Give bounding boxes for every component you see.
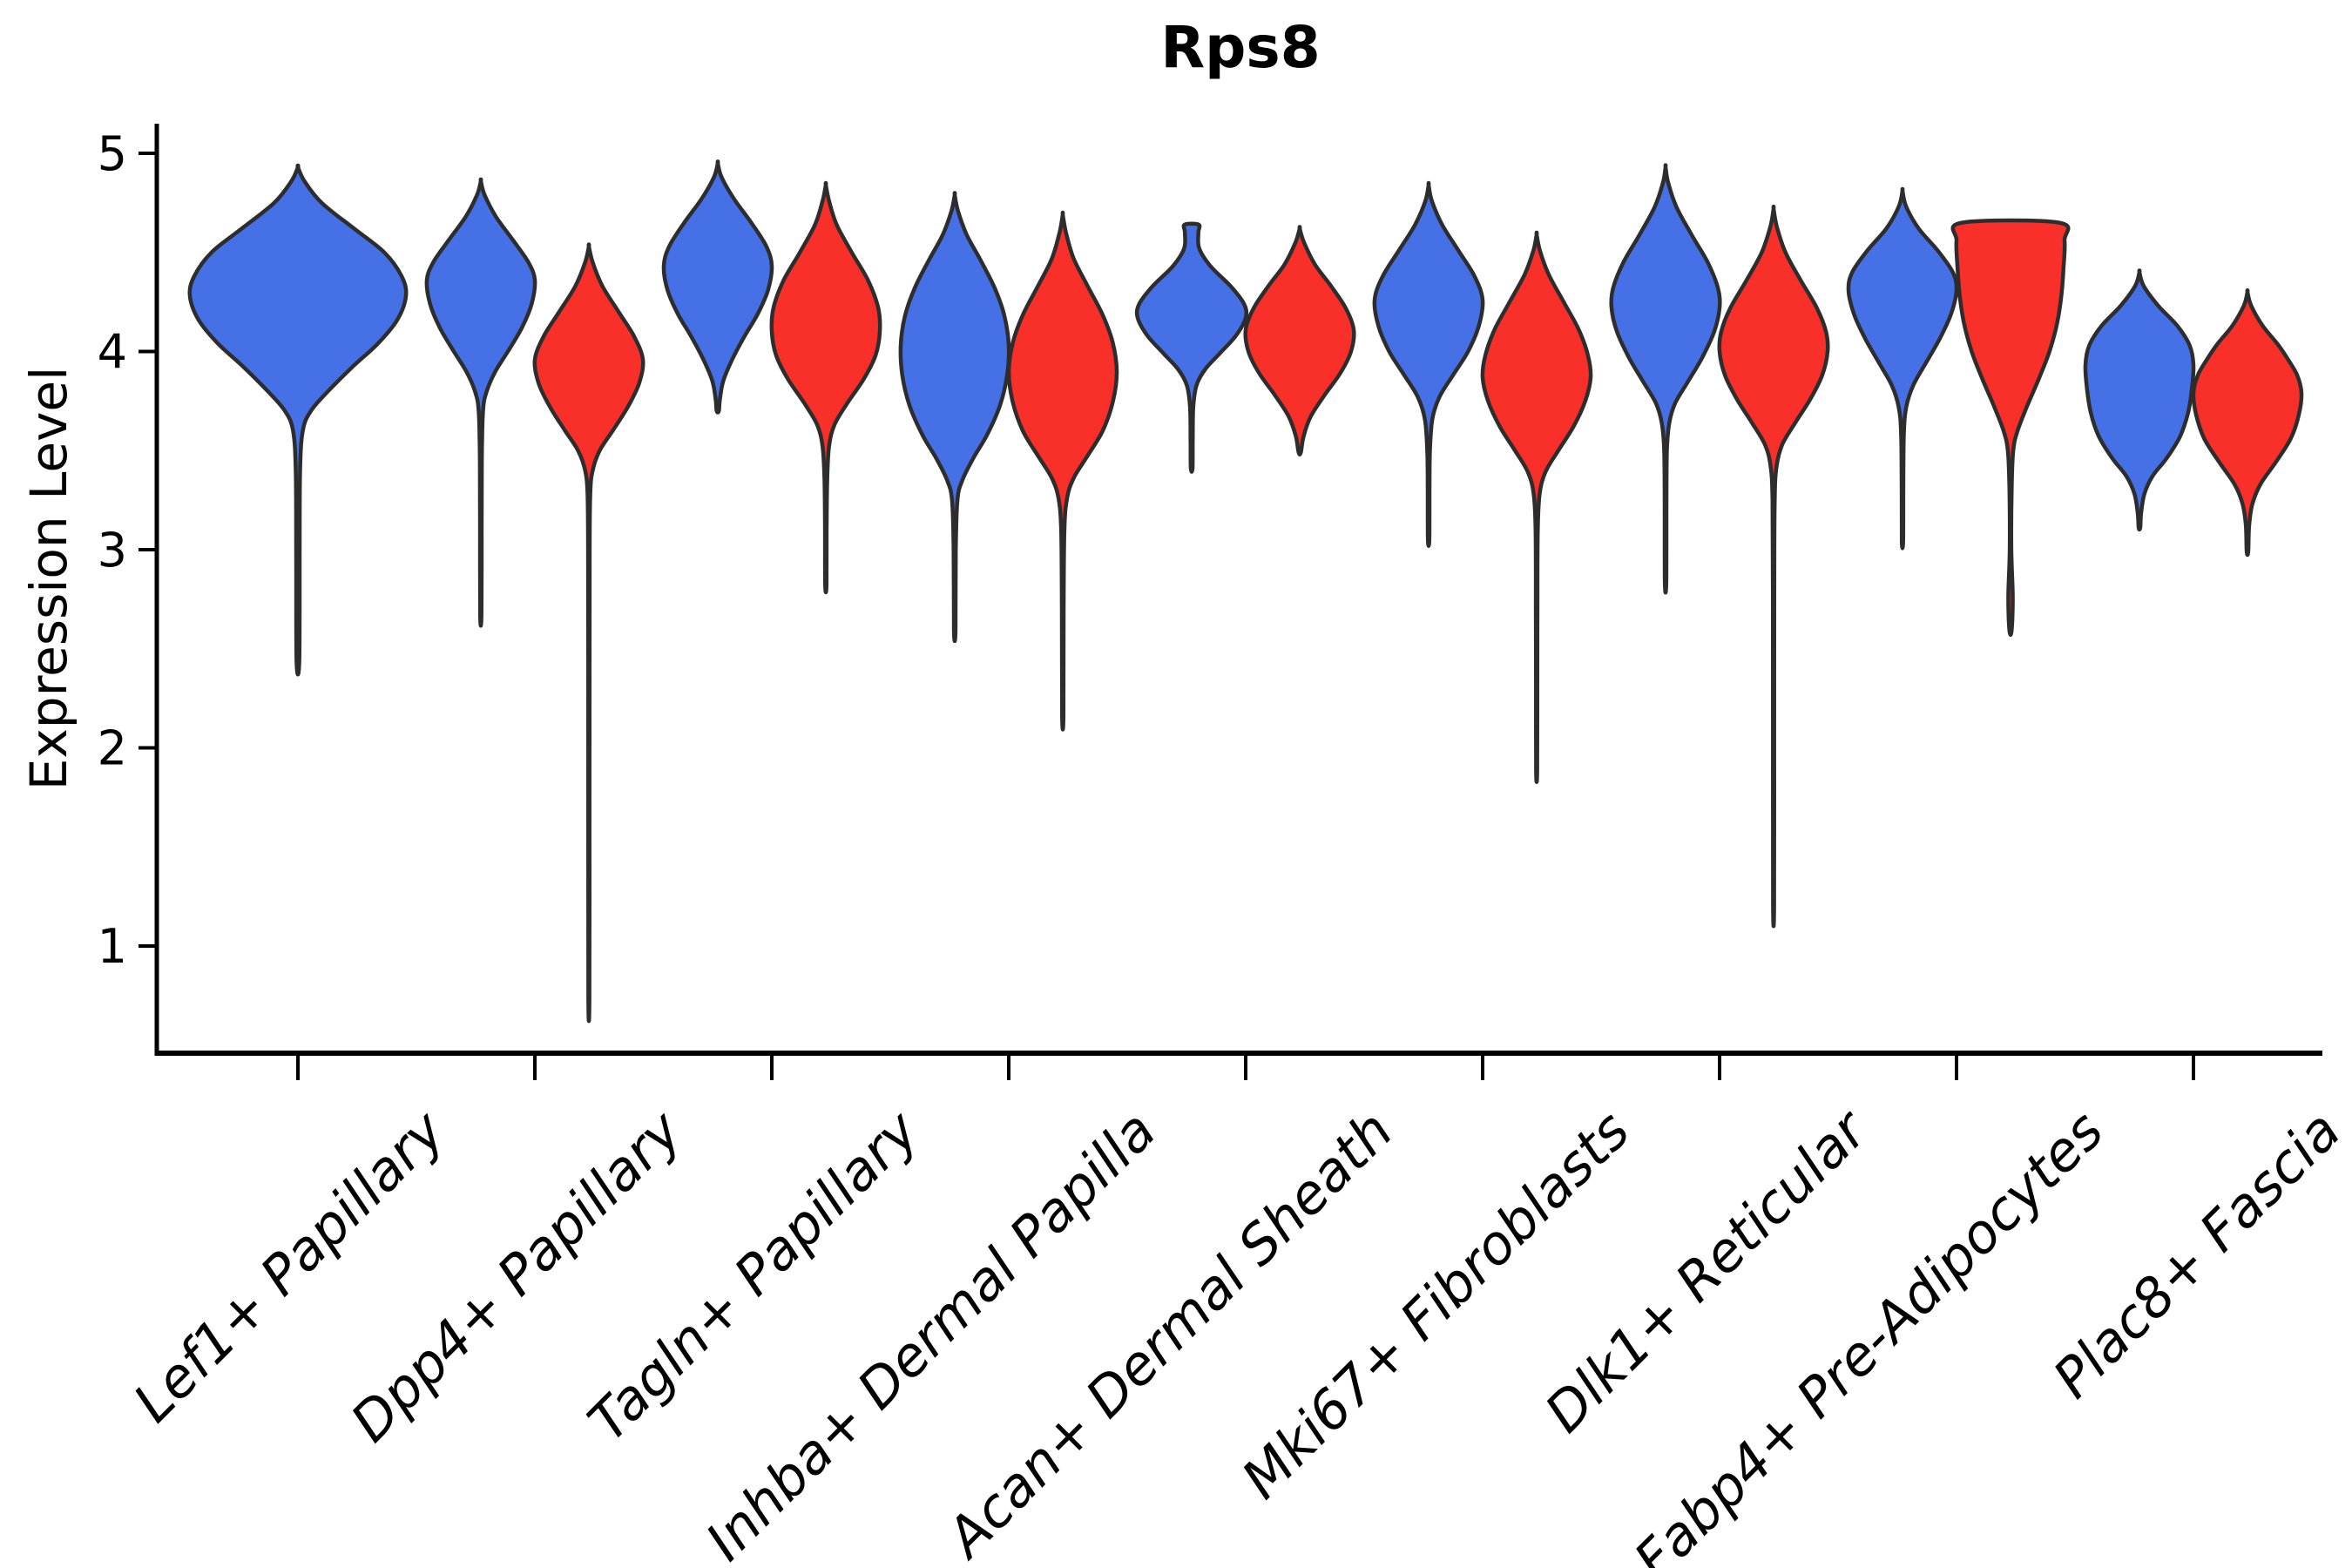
violin-3-blue <box>898 191 1011 644</box>
violin-4-red <box>1243 225 1356 457</box>
x-tick-label: Inhba+ Dermal Papilla <box>693 1098 1167 1568</box>
chart-title: Rps8 <box>1160 14 1321 81</box>
x-tick-label: Mki67+ Fibroblasts <box>1229 1098 1641 1511</box>
violin-8-red <box>2191 288 2304 558</box>
violin-5-red <box>1480 230 1593 784</box>
x-tick-label: Fabp4+ Pre-Adipocytes <box>1622 1098 2116 1568</box>
violin-1-blue <box>424 177 537 628</box>
y-tick-label: 1 <box>98 919 127 974</box>
violin-0-blue <box>187 163 409 677</box>
violin-1-red <box>532 242 645 1024</box>
x-tick-label: Acan+ Dermal Sheath <box>932 1098 1405 1568</box>
violin-2-red <box>769 180 882 595</box>
violin-6-red <box>1717 204 1830 929</box>
violin-5-blue <box>1372 180 1485 548</box>
violin-2-blue <box>661 159 774 415</box>
y-tick-label: 5 <box>98 126 127 181</box>
violin-7-red <box>1950 218 2071 638</box>
violin-7-blue <box>1846 186 1959 551</box>
violin-3-red <box>1006 210 1119 732</box>
y-tick-label: 4 <box>98 325 127 380</box>
violin-6-blue <box>1609 163 1722 595</box>
violin-8-blue <box>2083 268 2196 532</box>
y-tick-label: 2 <box>98 721 127 776</box>
y-tick-label: 3 <box>98 523 127 578</box>
violin-4-blue <box>1134 221 1249 474</box>
